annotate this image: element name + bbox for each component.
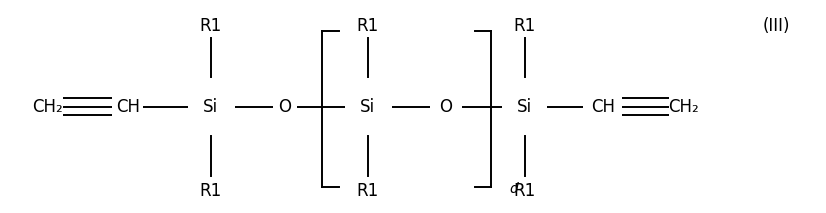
Text: R1: R1	[357, 17, 378, 35]
Text: R1: R1	[200, 182, 221, 200]
Text: CH₂: CH₂	[32, 98, 64, 115]
Text: d: d	[510, 181, 519, 196]
Text: CH: CH	[116, 98, 140, 115]
Text: CH: CH	[591, 98, 615, 115]
Text: CH₂: CH₂	[668, 98, 700, 115]
Text: R1: R1	[200, 17, 221, 35]
Text: O: O	[278, 98, 292, 115]
Text: Si: Si	[517, 98, 532, 115]
Text: Si: Si	[360, 98, 375, 115]
Text: R1: R1	[357, 182, 378, 200]
Text: O: O	[439, 98, 453, 115]
Text: Si: Si	[203, 98, 218, 115]
Text: (III): (III)	[762, 17, 790, 35]
Text: R1: R1	[514, 182, 535, 200]
Text: R1: R1	[514, 17, 535, 35]
